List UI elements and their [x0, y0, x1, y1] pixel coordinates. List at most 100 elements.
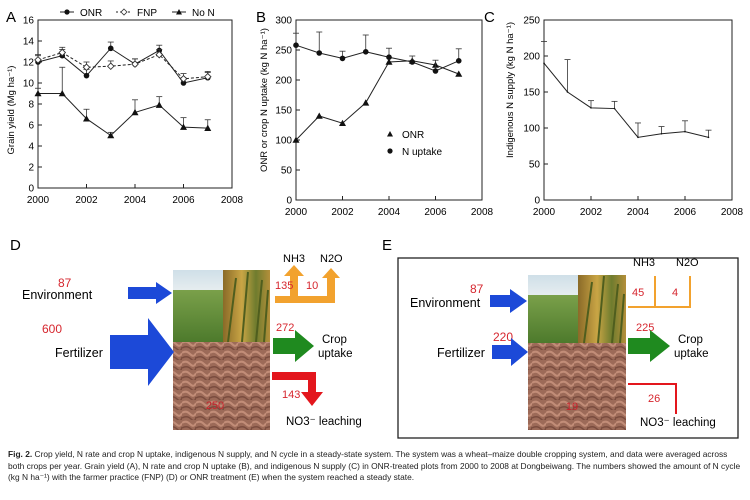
d-maize-stalks: [227, 271, 269, 343]
panel-c-series-0-point: [613, 107, 616, 110]
panel-b-series-n-uptake-point: [316, 50, 323, 56]
d-soil-value: 250: [206, 400, 224, 412]
panel-b-xtick-label: 2006: [424, 207, 447, 218]
panel-c-ytick-label: 0: [534, 196, 540, 207]
e-leach-line: [628, 383, 677, 414]
e-environment-arrow: [490, 289, 527, 313]
panel-a-series-no-n-point: [34, 90, 42, 97]
e-uptake-arrow: [628, 330, 670, 362]
d-n2o-value: 10: [306, 280, 318, 292]
panel-d-label: D: [10, 237, 21, 254]
panel-c-ytick-label: 50: [529, 160, 541, 171]
panel-c-series-0-point: [707, 136, 710, 139]
panel-a-series-fnp-point: [155, 50, 164, 59]
panel-c-xtick-label: 2000: [533, 207, 556, 218]
panel-a-ytick-label: 4: [28, 142, 34, 153]
panel-b-series-onr-point: [385, 58, 393, 65]
panel-b-series-onr-point: [292, 136, 300, 143]
panel-b-series-onr-point: [315, 112, 323, 119]
panel-b-series-onr-point: [339, 119, 346, 126]
panel-b-legend: ONR N uptake: [387, 130, 442, 158]
panel-a-series-no-n-point: [155, 101, 163, 108]
panel-a-series-no-n-point: [83, 115, 90, 122]
panel-c-xtick-label: 2008: [721, 207, 744, 218]
panel-b-xtick-label: 2008: [471, 207, 494, 218]
d-sky-image: [173, 270, 223, 292]
panel-c-series-0-point: [660, 132, 663, 135]
panel-a-series-no-n-point: [58, 90, 66, 97]
e-fertilizer-label: Fertilizer: [437, 346, 485, 360]
legend-non-marker: [176, 9, 182, 15]
d-wheat-field-image: [173, 290, 223, 342]
panel-a-series-fnp-point: [34, 56, 42, 64]
d-fertilizer-label: Fertilizer: [55, 346, 103, 360]
panel-b-plot-frame: [295, 19, 483, 201]
panel-e-label: E: [382, 237, 392, 254]
panel-c-xtick-label: 2004: [627, 207, 650, 218]
d-n2o-label: N2O: [320, 253, 343, 265]
panel-c-series-0-line: [543, 62, 709, 138]
panel-c-ylabel: Indigenous N supply (kg N ha⁻¹): [505, 22, 516, 158]
e-soil-image: [528, 343, 626, 430]
legend-b-uptake-label: N uptake: [402, 147, 442, 158]
panel-a-label: A: [6, 9, 16, 26]
panel-a-ytick-label: 2: [28, 163, 34, 174]
panel-a-ytick-label: 16: [23, 16, 35, 27]
panel-b-ytick-label: 150: [275, 106, 292, 117]
figure-canvas: A ONR FNP No N Grain yield (Mg ha⁻¹) 0 2 4…: [6, 8, 744, 439]
d-nh3-label: NH3: [283, 253, 305, 265]
panel-a-ytick-label: 14: [23, 37, 35, 48]
legend-onr-marker: [64, 9, 70, 15]
panel-b-ytick-label: 0: [286, 196, 292, 207]
e-leach-value: 26: [648, 393, 660, 405]
d-uptake-label-1: Crop: [322, 334, 347, 346]
d-fertilizer-value: 600: [42, 322, 62, 336]
e-nh3-value: 45: [632, 287, 644, 299]
panel-c-label: C: [484, 9, 495, 26]
d-soil-image: [173, 342, 270, 430]
panel-c-series-0-point: [590, 107, 592, 109]
panel-a-ytick-label: 0: [28, 184, 34, 195]
panel-c-ytick-label: 150: [523, 88, 540, 99]
panel-b-series-n-uptake-line: [295, 44, 459, 72]
d-gas-loss-arrows: [275, 265, 340, 303]
e-environment-label: Environment: [410, 296, 481, 310]
panel-a-series-no-n-point: [204, 124, 212, 131]
d-fertilizer-arrow: [110, 318, 174, 386]
panel-e-frame: [397, 257, 739, 439]
panel-a-series-fnp-point: [203, 72, 212, 81]
panel-b-xtick-label: 2000: [285, 207, 308, 218]
panel-b-series-n-uptake-point: [339, 55, 346, 62]
panel-b-chart: B ONR N uptake ONR or crop N uptake (kg …: [256, 9, 494, 218]
panel-b-ylabel: ONR or crop N uptake (kg N ha⁻¹): [259, 28, 270, 172]
panel-b-ytick-label: 200: [275, 76, 292, 87]
panel-a-series-onr-line: [37, 47, 208, 84]
legend-fnp-label: FNP: [137, 8, 157, 19]
d-environment-arrow: [128, 282, 172, 304]
panel-c-series-0-point: [543, 62, 545, 64]
panel-c-xtick-label: 2006: [674, 207, 697, 218]
d-environment-value: 87: [58, 276, 72, 290]
e-leach-label: NO3⁻ leaching: [640, 417, 716, 429]
e-uptake-value: 225: [636, 322, 654, 334]
d-leach-arrow: [272, 372, 323, 406]
e-gas-loss-lines: [628, 276, 691, 308]
panel-b-ytick-label: 250: [275, 46, 292, 57]
panel-a-series-onr-point: [83, 72, 90, 79]
panel-a-series-fnp-point: [58, 48, 67, 57]
panel-d-diagram: D 250 87 Environment 600 Fertilizer NH3 …: [10, 237, 362, 430]
panel-c-xtick-label: 2002: [580, 207, 603, 218]
panel-a-series-fnp-point: [179, 74, 188, 83]
panel-a-xtick-label: 2008: [221, 195, 244, 206]
e-wheat-field-image: [528, 295, 578, 343]
panel-b-series-onr-point: [362, 99, 370, 106]
panel-b-ytick-label: 100: [275, 136, 292, 147]
d-leach-label: NO3⁻ leaching: [286, 416, 362, 428]
panel-e-diagram: E 19 87 Environment 220 Fertilizer NH3 N…: [382, 237, 739, 439]
panel-a-xtick-label: 2006: [172, 195, 195, 206]
d-uptake-label-2: uptake: [318, 348, 353, 360]
d-uptake-value: 272: [276, 322, 294, 334]
legend-b-onr-marker: [387, 131, 393, 137]
panel-a-ylabel: Grain yield (Mg ha⁻¹): [6, 66, 17, 155]
